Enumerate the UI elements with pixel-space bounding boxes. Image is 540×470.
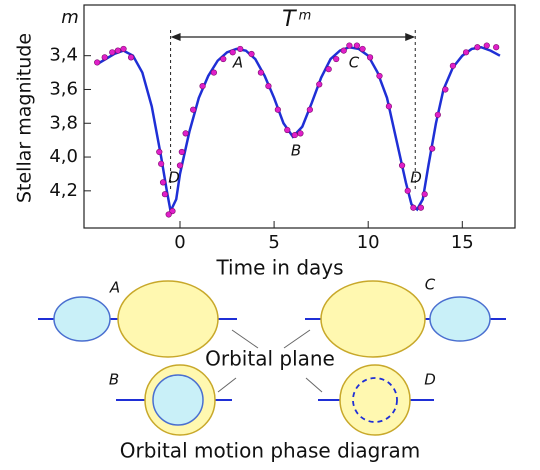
phase-label: A [109,279,120,297]
observation [159,179,167,186]
period-label: T [282,7,297,32]
period-label-sup: m [299,9,312,24]
observation [248,50,255,58]
x-tick-label: 5 [268,232,279,253]
large-star [320,280,426,358]
observation [94,59,101,66]
observation [306,106,313,113]
y-tick-label: 3,8 [49,112,78,133]
observation [109,49,116,56]
curve-annotation: D [168,169,180,187]
observation [291,131,298,139]
observation [158,160,165,167]
observation [449,62,456,69]
observation [434,111,441,118]
observation [442,86,449,93]
observation [462,49,470,56]
observation [114,47,121,54]
observation [474,44,481,51]
observation [229,49,236,56]
observation [120,45,127,53]
observation [182,130,189,137]
hidden-star [352,377,398,423]
phase-label: B [109,371,119,389]
observation [421,191,428,198]
x-tick-label: 0 [174,232,185,253]
observation [417,204,424,211]
observation [199,82,206,90]
phase-label: D [424,371,436,389]
y-axis-label: Stellar magnitude [14,33,36,203]
large-star [339,364,411,436]
x-tick-label: 10 [357,232,380,253]
x-tick-label: 15 [451,232,474,253]
small-star [429,296,491,342]
observation [366,54,374,61]
large-star [117,280,219,358]
observation [325,66,332,73]
observation [353,42,361,49]
diagram: A B C D Orbital plane Orbital motion pha… [38,276,506,463]
observation [385,103,392,110]
leader-lines [217,329,323,393]
observation [410,204,417,211]
observation [398,162,406,169]
observation [156,148,163,156]
observation [359,45,366,53]
y-unit-label: m [61,7,79,28]
small-star [53,296,111,342]
leader-line [231,329,259,349]
observation [340,47,347,54]
observation [161,191,169,198]
curve-annotation: D [410,169,422,187]
observation [165,211,172,218]
leader-line [283,329,311,349]
observation [297,130,304,137]
light-curve [96,45,501,216]
small-star [152,374,204,426]
observation [178,148,185,156]
observation [190,106,197,113]
y-tick-label: 3,6 [49,78,78,99]
observation [274,106,281,113]
curve-annotation: C [349,54,360,72]
observation [257,69,265,76]
plot-frame [83,4,516,229]
x-axis-label: Time in days [215,256,343,280]
plane-label: Orbital plane [205,347,335,371]
observation [127,54,135,61]
observation [346,42,353,49]
y-tick-label: 4,0 [49,146,78,167]
observation [284,126,291,134]
observation [483,42,490,49]
observation [237,45,244,53]
observation [220,55,227,63]
y-tick-label: 3,4 [49,45,78,66]
curve-annotation: B [291,142,301,160]
observation [376,72,383,80]
phase-label: C [425,276,436,294]
observation [429,145,436,152]
observation [316,81,323,88]
observation [404,187,411,194]
curve-annotation: A [232,54,243,72]
leader-line [305,377,323,393]
observation [333,55,340,63]
observation [210,69,217,76]
observation [493,44,500,51]
leader-line [217,377,237,393]
observation [265,82,272,90]
observation [101,54,108,61]
caption: Orbital motion phase diagram [120,439,421,463]
y-tick-label: 4,2 [49,180,78,201]
observation [176,162,184,169]
